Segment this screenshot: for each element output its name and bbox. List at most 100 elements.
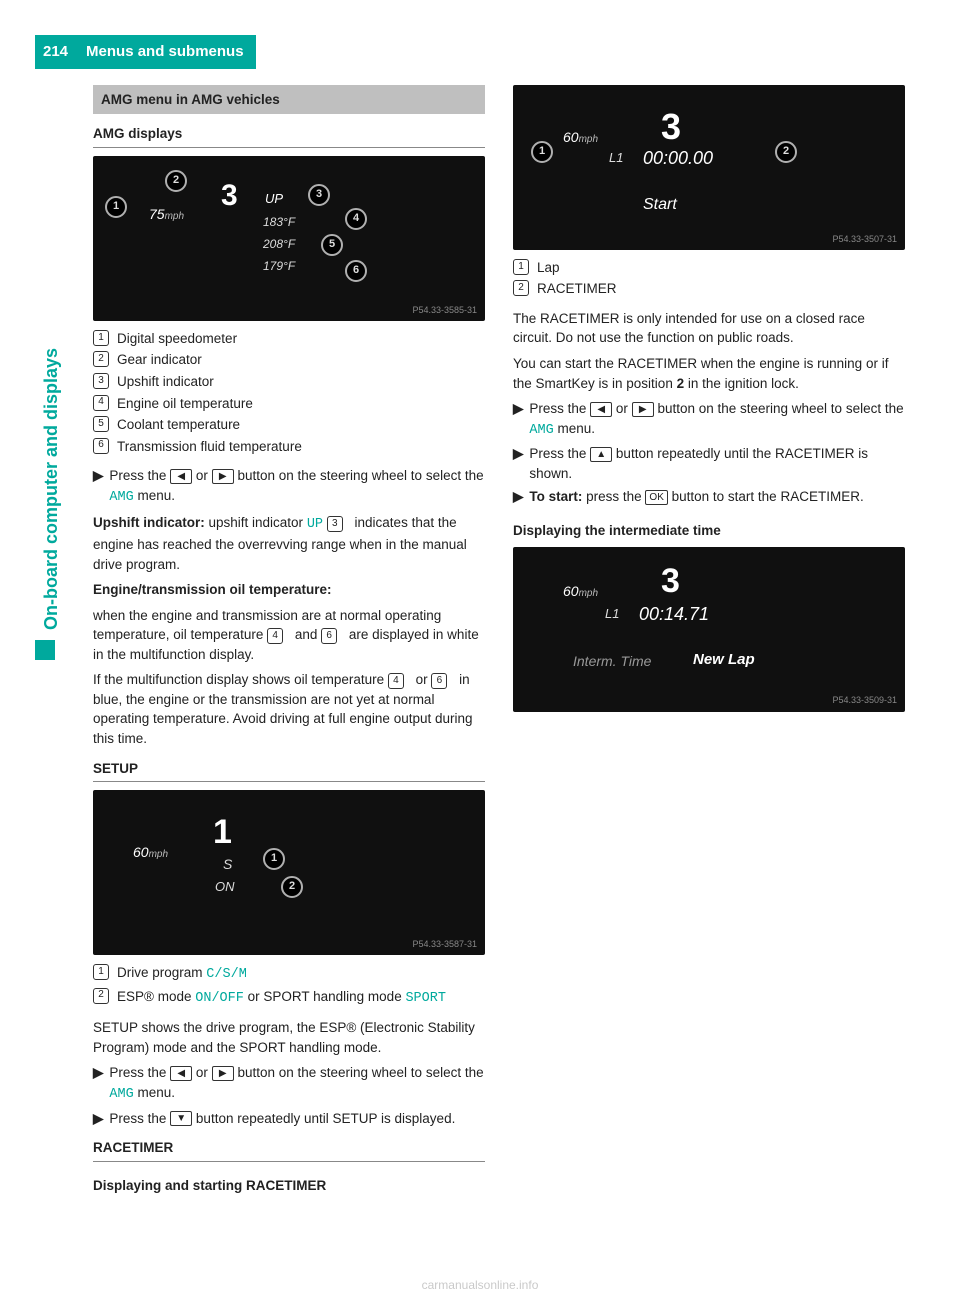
para-rt1: The RACETIMER is only intended for use o… bbox=[513, 309, 905, 348]
callout-row: 2 Gear indicator bbox=[93, 350, 485, 370]
callout-num: 5 bbox=[93, 416, 109, 432]
callout-text: Digital speedometer bbox=[117, 329, 237, 349]
callout-text: Transmission fluid temperature bbox=[117, 437, 302, 457]
fig2-code: P54.33-3587-31 bbox=[412, 938, 477, 951]
ok-key-icon: OK bbox=[645, 490, 667, 505]
para-upshift: Upshift indicator: upshift indicator UP … bbox=[93, 513, 485, 574]
fig1-speed: 75mph bbox=[149, 204, 184, 225]
figure-intermediate: 60mph 3 L1 00:14.71 Interm. Time New Lap… bbox=[513, 547, 905, 712]
right-key-icon: ▶ bbox=[632, 402, 654, 417]
callout-num: 1 bbox=[513, 259, 529, 275]
callout-num: 2 bbox=[93, 988, 109, 1004]
fig2-marker-1: 1 bbox=[263, 848, 285, 870]
callout-row: 5 Coolant temperature bbox=[93, 415, 485, 435]
callout-num: 2 bbox=[93, 351, 109, 367]
fig1-coolant: 208°F bbox=[263, 236, 295, 253]
left-key-icon: ◀ bbox=[170, 469, 192, 484]
step-arrow-icon: ▶ bbox=[93, 1109, 103, 1129]
fig1-trans: 179°F bbox=[263, 258, 295, 275]
fig4-lap: L1 bbox=[605, 605, 619, 624]
callouts-fig3: 1Lap 2RACETIMER bbox=[513, 258, 905, 299]
procedure-step: ▶ Press the ◀ or ▶ button on the steerin… bbox=[513, 399, 905, 440]
right-key-icon: ▶ bbox=[212, 1066, 234, 1081]
step-arrow-icon: ▶ bbox=[513, 399, 523, 419]
figure-setup: 60mph 1 S ON 1 2 P54.33-3587-31 bbox=[93, 790, 485, 955]
section-banner: AMG menu in AMG vehicles bbox=[93, 85, 485, 115]
callout-row: 2 ESP® mode ON/OFF or SPORT handling mod… bbox=[93, 987, 485, 1009]
fig1-oil: 183°F bbox=[263, 214, 295, 231]
inline-callout-4: 4 bbox=[267, 628, 283, 644]
fig3-time: 00:00.00 bbox=[643, 145, 713, 171]
fig3-code: P54.33-3507-31 bbox=[832, 233, 897, 246]
fig2-gear: 1 bbox=[213, 808, 232, 857]
fig1-gear: 3 bbox=[221, 174, 238, 218]
step-text: To start: press the OK button to start t… bbox=[529, 487, 863, 507]
callouts-fig1: 1 Digital speedometer 2 Gear indicator 3 Up… bbox=[93, 329, 485, 456]
procedure-step: ▶ Press the ◀ or ▶ button on the steerin… bbox=[93, 466, 485, 507]
down-key-icon: ▼ bbox=[170, 1111, 192, 1126]
procedure-step: ▶ To start: press the OK button to start… bbox=[513, 487, 905, 507]
figure-racetimer-start: 60mph 3 1 2 L1 00:00.00 Start P54.33-350… bbox=[513, 85, 905, 250]
chapter-title: Menus and submenus bbox=[78, 35, 256, 69]
step-text: Press the ◀ or ▶ button on the steering … bbox=[109, 466, 485, 507]
fig3-speed: 60mph bbox=[563, 127, 598, 148]
callout-row: 1 Lap bbox=[513, 258, 905, 278]
para-temp: when the engine and transmission are at … bbox=[93, 606, 485, 665]
step-text: Press the ▲ button repeatedly until the … bbox=[529, 444, 905, 483]
heading-amg-displays: AMG displays bbox=[93, 124, 485, 148]
callout-num: 6 bbox=[93, 438, 109, 454]
callout-text: Drive program C/S/M bbox=[117, 963, 247, 985]
fig3-marker-1: 1 bbox=[531, 141, 553, 163]
fig1-marker-6: 6 bbox=[345, 260, 367, 282]
fig3-start: Start bbox=[643, 193, 677, 216]
inline-callout-3: 3 bbox=[327, 516, 343, 532]
fig2-mode: S bbox=[223, 854, 232, 874]
fig1-marker-3: 3 bbox=[308, 184, 330, 206]
fig3-lap: L1 bbox=[609, 149, 623, 168]
callout-num: 1 bbox=[93, 330, 109, 346]
fig1-marker-5: 5 bbox=[321, 234, 343, 256]
heading-setup: SETUP bbox=[93, 759, 485, 783]
fig4-speed: 60mph bbox=[563, 581, 598, 602]
callout-text: ESP® mode ON/OFF or SPORT handling mode … bbox=[117, 987, 446, 1009]
callout-num: 2 bbox=[513, 280, 529, 296]
fig2-esp: ON bbox=[215, 878, 235, 897]
callout-text: Upshift indicator bbox=[117, 372, 214, 392]
callout-num: 1 bbox=[93, 964, 109, 980]
step-text: Press the ◀ or ▶ button on the steering … bbox=[529, 399, 905, 440]
step-arrow-icon: ▶ bbox=[513, 487, 523, 507]
callout-num: 3 bbox=[93, 373, 109, 389]
fig1-up: UP bbox=[265, 190, 283, 209]
fig1-marker-2: 2 bbox=[165, 170, 187, 192]
fig3-marker-2: 2 bbox=[775, 141, 797, 163]
callouts-fig2: 1 Drive program C/S/M 2 ESP® mode ON/OFF… bbox=[93, 963, 485, 1008]
step-text: Press the ◀ or ▶ button on the steering … bbox=[109, 1063, 485, 1104]
fig2-marker-2: 2 bbox=[281, 876, 303, 898]
left-key-icon: ◀ bbox=[590, 402, 612, 417]
para-temp-lead: Engine/transmission oil temperature: bbox=[93, 580, 485, 600]
callout-num: 4 bbox=[93, 395, 109, 411]
step-text: Press the ▼ button repeatedly until SETU… bbox=[109, 1109, 455, 1129]
up-key-icon: ▲ bbox=[590, 447, 612, 462]
callout-text: Lap bbox=[537, 258, 560, 278]
fig1-marker-1: 1 bbox=[105, 196, 127, 218]
inline-callout-6: 6 bbox=[431, 673, 447, 689]
callout-row: 4 Engine oil temperature bbox=[93, 394, 485, 414]
heading-racetimer: RACETIMER bbox=[93, 1138, 485, 1162]
callout-text: Coolant temperature bbox=[117, 415, 240, 435]
step-arrow-icon: ▶ bbox=[93, 1063, 103, 1083]
fig4-newlap: New Lap bbox=[693, 649, 755, 671]
fig4-time: 00:14.71 bbox=[639, 601, 709, 627]
fig4-interm: Interm. Time bbox=[573, 651, 651, 671]
callout-text: Gear indicator bbox=[117, 350, 202, 370]
page-number: 214 bbox=[35, 35, 78, 69]
fig4-code: P54.33-3509-31 bbox=[832, 694, 897, 707]
callout-text: Engine oil temperature bbox=[117, 394, 253, 414]
callout-row: 6 Transmission fluid temperature bbox=[93, 437, 485, 457]
side-tab bbox=[35, 640, 55, 660]
fig2-speed: 60mph bbox=[133, 842, 168, 863]
heading-intermediate: Displaying the intermediate time bbox=[513, 521, 905, 541]
para-rt2: You can start the RACETIMER when the eng… bbox=[513, 354, 905, 393]
heading-display-start: Displaying and starting RACETIMER bbox=[93, 1176, 485, 1196]
right-key-icon: ▶ bbox=[212, 469, 234, 484]
